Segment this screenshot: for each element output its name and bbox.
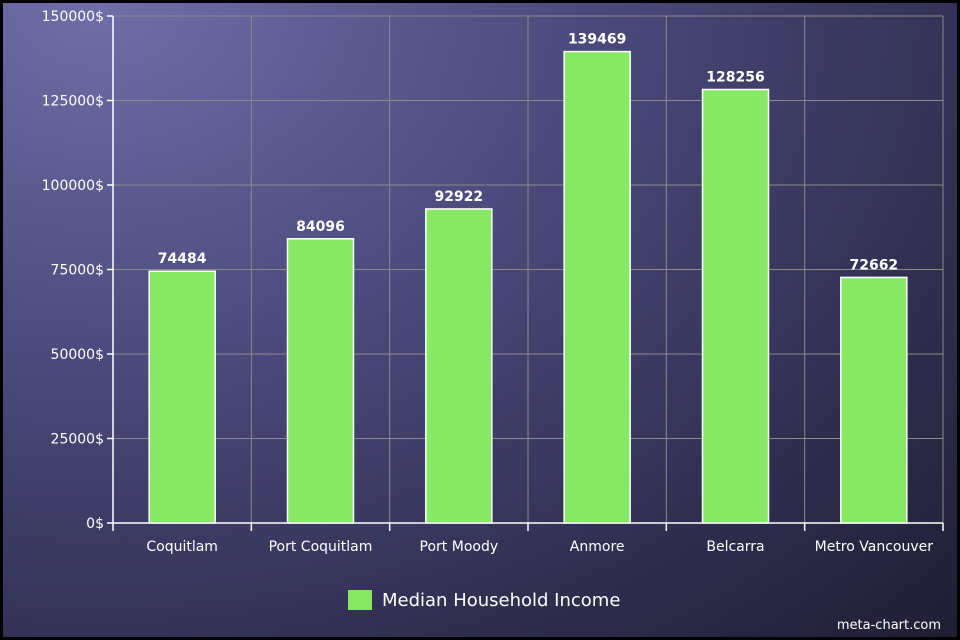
bar-port-coquitlam xyxy=(286,238,355,524)
legend-swatch xyxy=(348,590,372,610)
data-label: 84096 xyxy=(296,219,345,235)
axes xyxy=(107,15,944,531)
x-tick-label: Coquitlam xyxy=(146,539,218,555)
y-tick-label: 25000$ xyxy=(51,432,104,448)
data-label: 128256 xyxy=(706,69,764,85)
grid-lines xyxy=(113,15,944,523)
x-tick-label: Port Coquitlam xyxy=(269,539,373,555)
x-tick-label: Metro Vancouver xyxy=(815,539,934,555)
watermark: meta-chart.com xyxy=(836,618,941,633)
x-tick-label: Belcarra xyxy=(706,539,764,555)
x-tick-label: Port Moody xyxy=(420,539,499,555)
data-label: 74484 xyxy=(158,251,207,267)
data-label: 139469 xyxy=(568,32,626,48)
y-tick-label: 100000$ xyxy=(42,178,104,194)
bar-coquitlam xyxy=(148,270,216,524)
bars xyxy=(148,50,908,524)
bar-chart: 0$ 25000$ 50000$ 75000$ 100000$ 125000$ 150000… xyxy=(42,9,944,555)
legend-label: Median Household Income xyxy=(382,589,621,611)
bar-anmore xyxy=(563,50,631,524)
labels: 0$ 25000$ 50000$ 75000$ 100000$ 125000$ 150000… xyxy=(42,9,934,555)
data-label: 72662 xyxy=(849,257,898,273)
y-tick-label: 0$ xyxy=(86,516,104,532)
y-tick-label: 125000$ xyxy=(42,94,104,110)
bar-port-moody xyxy=(425,208,493,524)
bar-belcarra xyxy=(701,88,770,524)
x-tick-label: Anmore xyxy=(570,539,625,555)
legend: Median Household Income xyxy=(348,588,620,612)
bar-metro-vancouver xyxy=(840,276,908,524)
y-tick-label: 50000$ xyxy=(51,347,104,363)
data-label: 92922 xyxy=(434,189,483,205)
y-tick-label: 150000$ xyxy=(42,9,104,25)
chart-background: 0$ 25000$ 50000$ 75000$ 100000$ 125000$ 150000… xyxy=(3,3,957,637)
y-tick-label: 75000$ xyxy=(51,263,104,279)
